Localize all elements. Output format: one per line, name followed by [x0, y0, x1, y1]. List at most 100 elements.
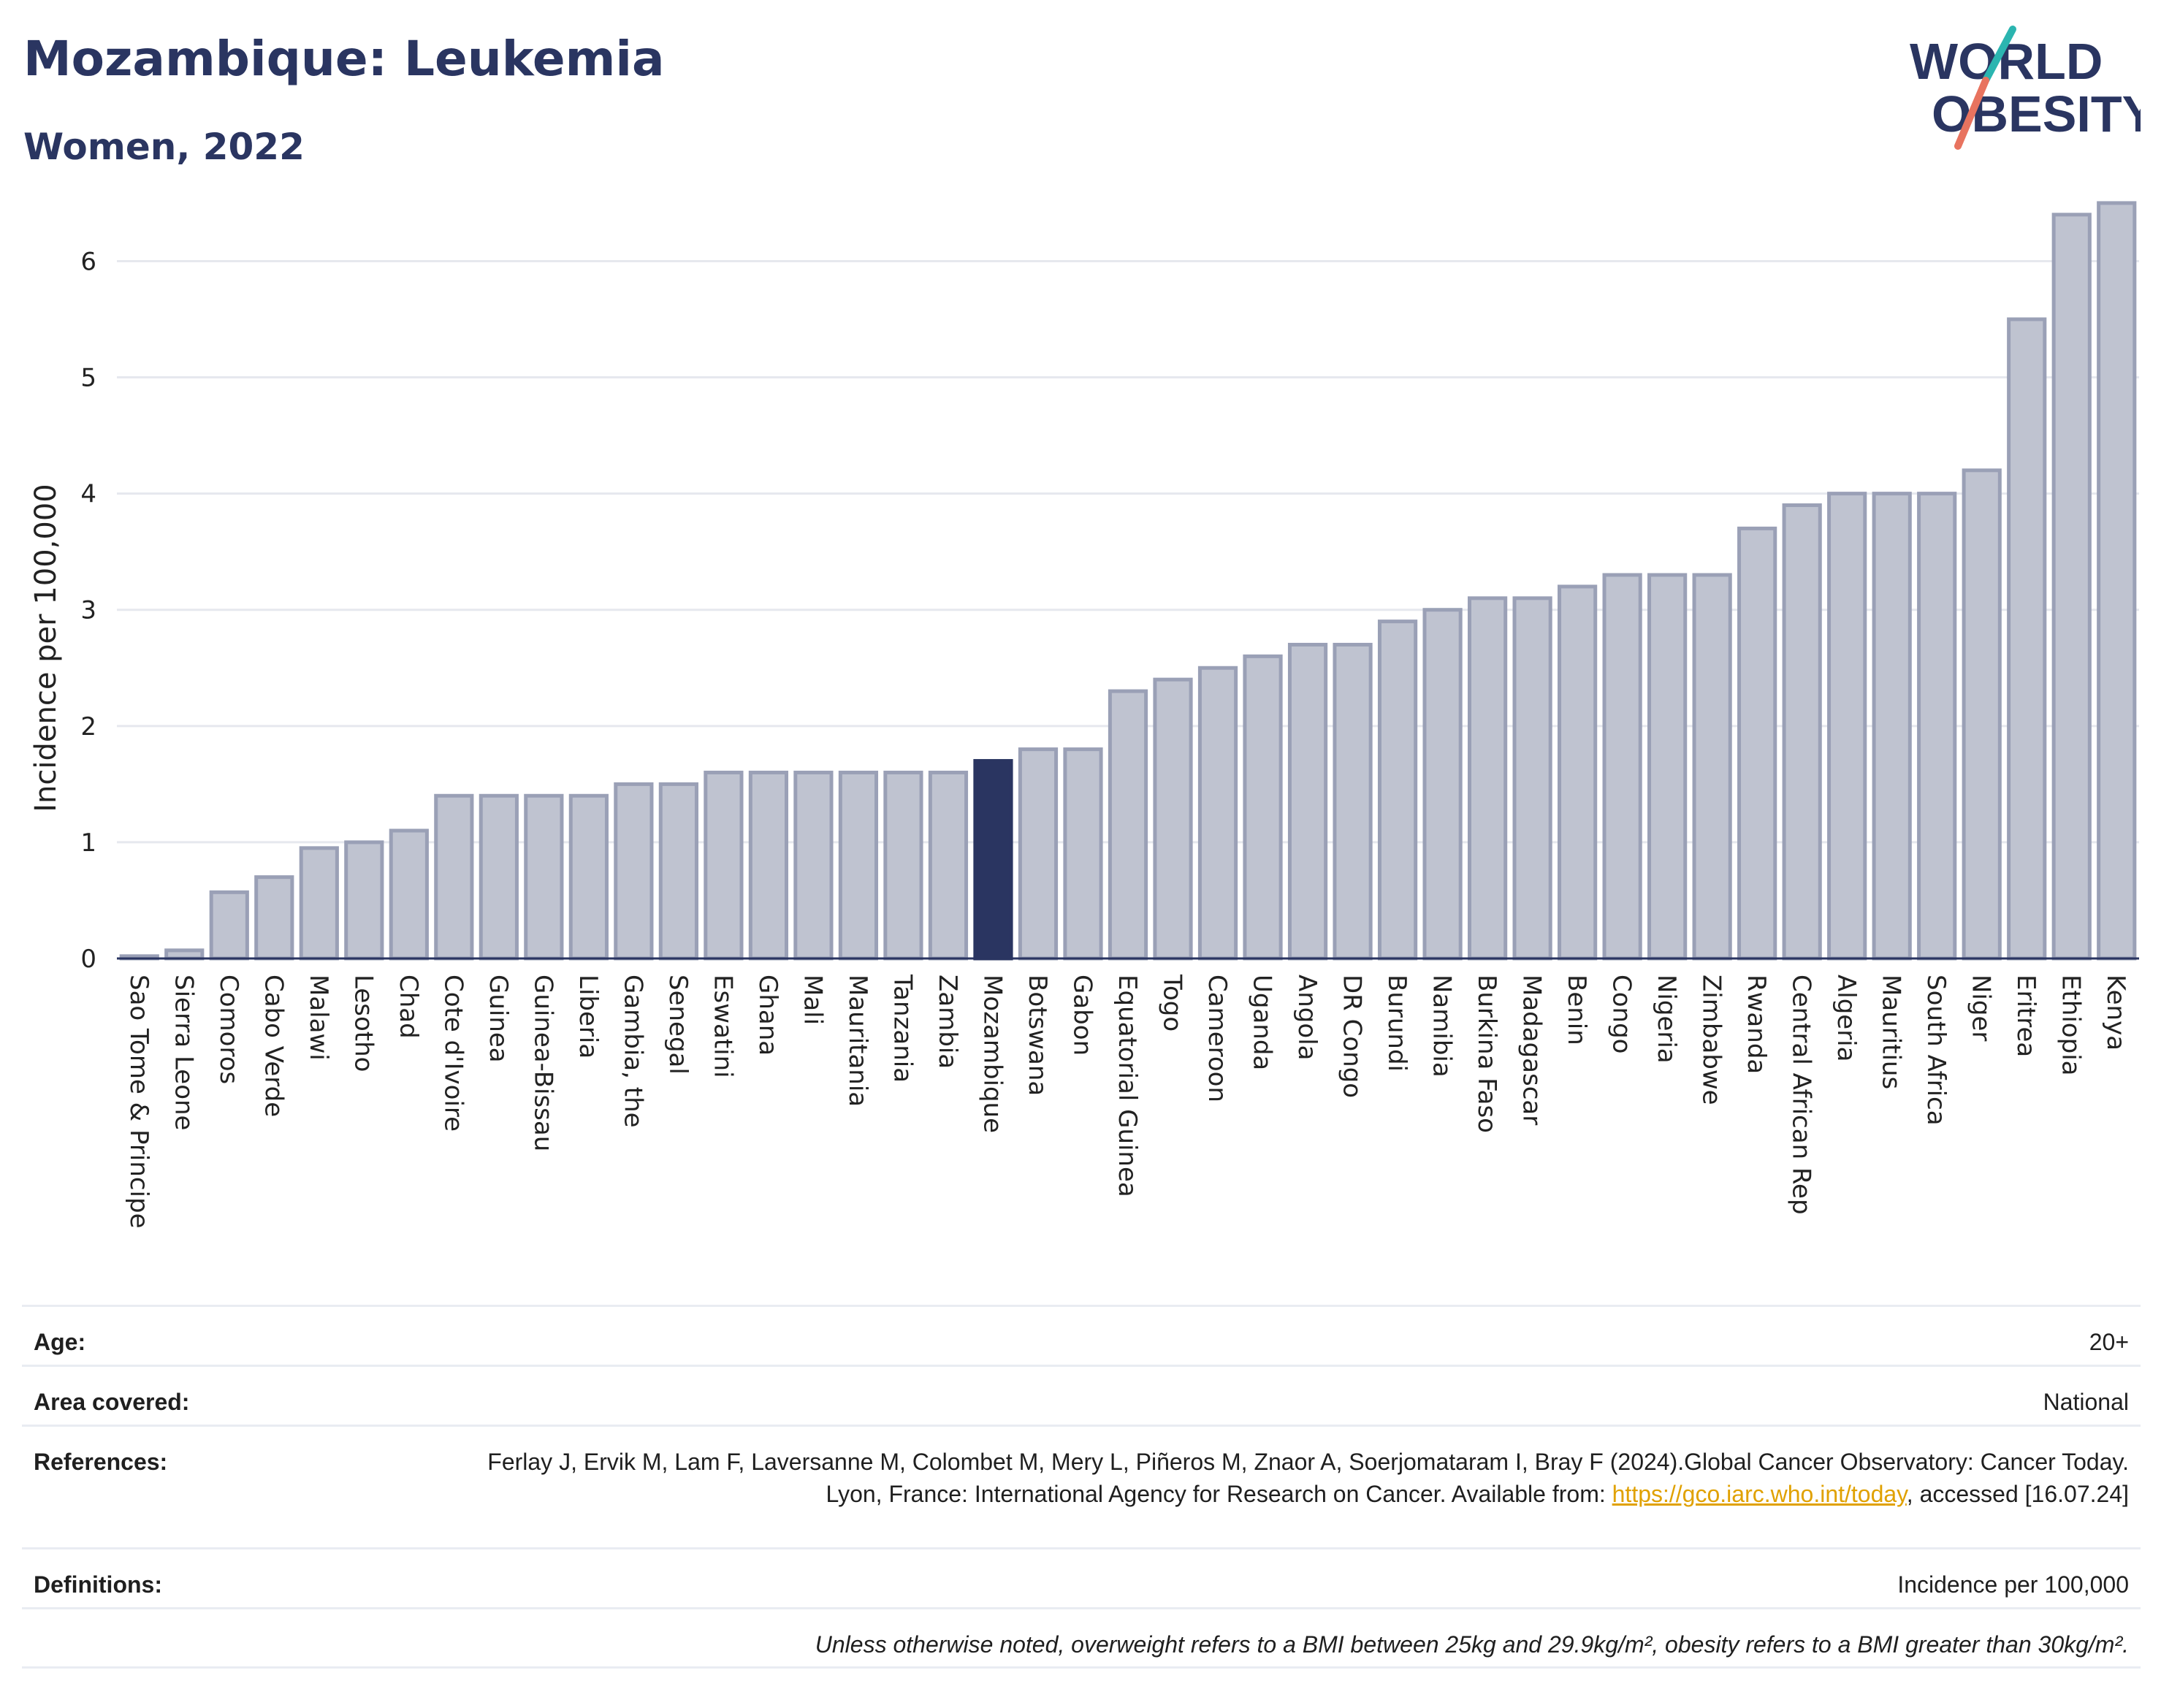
logo-slash-teal	[1982, 26, 2016, 84]
references-text-1: Ferlay J, Ervik M, Lam F, Laversanne M, …	[487, 1449, 2129, 1507]
bar-zambia	[928, 770, 969, 961]
bar-congo	[1602, 573, 1642, 961]
x-tick-label: Kenya	[2101, 975, 2130, 1051]
x-tick-label: Cote d'Ivoire	[438, 975, 468, 1132]
y-tick-label: 5	[80, 364, 96, 393]
bar-equatorial-guinea	[1108, 689, 1148, 961]
bar-uganda	[1243, 654, 1283, 961]
references-link[interactable]: https://gco.iarc.who.int/today	[1612, 1481, 1907, 1507]
x-tick-label: Equatorial Guinea	[1113, 975, 1142, 1197]
references-label: References:	[34, 1449, 168, 1475]
x-tick-label: Zambia	[933, 975, 962, 1069]
references-value: Ferlay J, Ervik M, Lam F, Laversanne M, …	[463, 1446, 2129, 1510]
bar-eswatini	[704, 770, 744, 961]
logo-slash-coral	[1954, 77, 1989, 150]
bar-benin	[1558, 584, 1598, 961]
x-tick-label: Liberia	[573, 975, 603, 1059]
bar-guinea	[479, 793, 519, 961]
bar-burundi	[1377, 619, 1418, 961]
x-tick-label: Chad	[394, 975, 423, 1039]
x-tick-label: Benin	[1562, 975, 1591, 1045]
x-tick-label: Comoros	[214, 975, 243, 1084]
bar-madagascar	[1512, 596, 1552, 961]
labels: 0 1 2 3 4 5 6 Incidence per 100,000 Sao Tome & P…	[29, 247, 2130, 1228]
definition-note: Unless otherwise noted, overweight refer…	[815, 1631, 2129, 1658]
bar-rwanda	[1737, 526, 1777, 961]
page-subtitle: Women, 2022	[23, 126, 305, 168]
x-tick-label: Tanzania	[888, 974, 917, 1083]
y-tick-label: 6	[80, 247, 96, 276]
bar-zimbabwe	[1692, 573, 1732, 961]
x-tick-label: Guinea	[484, 975, 513, 1063]
bar-namibia	[1422, 608, 1463, 961]
y-tick-label: 4	[80, 480, 96, 509]
bar-guinea-bissau	[524, 793, 564, 961]
bar-malawi	[299, 846, 339, 961]
bar-lesotho	[344, 840, 384, 961]
x-tick-label: Cameroon	[1203, 975, 1232, 1102]
area-label: Area covered:	[34, 1389, 190, 1415]
y-tick-label: 0	[80, 945, 96, 974]
x-tick-label: Mozambique	[977, 975, 1007, 1133]
bar-comoros	[209, 890, 249, 961]
meta-row-area: Area covered: National	[22, 1365, 2141, 1425]
x-tick-label: Central African Rep	[1787, 975, 1816, 1215]
x-tick-label: Algeria	[1832, 975, 1861, 1061]
meta-row-age: Age: 20+	[22, 1305, 2141, 1365]
bar-sierra-leone	[164, 948, 205, 961]
bar-central-african-rep	[1782, 503, 1822, 961]
x-tick-label: Sierra Leone	[169, 975, 198, 1130]
bar-gambia-the	[614, 782, 654, 961]
bar-south-africa	[1917, 492, 1957, 961]
bar-chart: 0 1 2 3 4 5 6 Incidence per 100,000 Sao Tome & P…	[29, 201, 2139, 1229]
x-tick-label: Mauritius	[1877, 975, 1906, 1089]
bar-ethiopia	[2051, 213, 2092, 961]
x-tick-label: Eswatini	[708, 975, 737, 1078]
x-tick-label: Madagascar	[1517, 975, 1547, 1125]
x-tick-label: Congo	[1607, 975, 1636, 1053]
x-tick-label: South Africa	[1921, 975, 1951, 1126]
x-tick-label: DR Congo	[1338, 975, 1367, 1098]
metadata-table: Age: 20+ Area covered: National Referenc…	[22, 1305, 2141, 1669]
bar-niger	[1962, 468, 2002, 961]
x-tick-label: Angola	[1292, 975, 1322, 1060]
bar-algeria	[1827, 492, 1867, 961]
references-text-2: , accessed [16.07.24]	[1906, 1481, 2129, 1507]
meta-row-references: References: Ferlay J, Ervik M, Lam F, La…	[22, 1425, 2141, 1547]
x-tick-label: Gambia, the	[618, 975, 647, 1128]
definitions-value: Incidence per 100,000	[1897, 1571, 2129, 1598]
definitions-label: Definitions:	[34, 1571, 162, 1598]
x-tick-label: Lesotho	[348, 975, 378, 1072]
bar-tanzania	[883, 770, 923, 961]
y-tick-label: 3	[80, 596, 96, 625]
bar-dr-congo	[1333, 642, 1373, 961]
page-title: Mozambique: Leukemia	[23, 31, 665, 87]
bar-botswana	[1018, 747, 1059, 961]
bar-cabo-verde	[254, 875, 294, 961]
age-value: 20+	[2089, 1329, 2129, 1355]
bar-cote-d-ivoire	[434, 793, 474, 961]
x-tick-label: Namibia	[1428, 975, 1457, 1078]
bar-nigeria	[1647, 573, 1688, 961]
bar-togo	[1153, 677, 1193, 961]
bar-liberia	[568, 793, 609, 961]
x-tick-label: Burundi	[1382, 975, 1411, 1072]
bar-senegal	[658, 782, 698, 961]
bar-angola	[1287, 642, 1328, 961]
x-tick-label: Guinea-Bissau	[528, 975, 557, 1151]
x-tick-label: Rwanda	[1742, 975, 1771, 1074]
x-tick-label: Cabo Verde	[259, 975, 288, 1117]
x-tick-label: Togo	[1158, 974, 1187, 1032]
y-tick-label: 1	[80, 828, 96, 858]
bar-chad	[389, 828, 429, 961]
x-tick-label: Uganda	[1248, 975, 1277, 1070]
bar-mauritania	[838, 770, 879, 961]
meta-row-note: Unless otherwise noted, overweight refer…	[22, 1607, 2141, 1669]
x-tick-label: Ghana	[753, 975, 782, 1056]
x-tick-label: Malawi	[304, 975, 333, 1061]
age-label: Age:	[34, 1329, 86, 1355]
y-tick-label: 2	[80, 712, 96, 741]
x-tick-label: Niger	[1967, 975, 1996, 1041]
area-value: National	[2043, 1389, 2129, 1415]
bar-mauritius	[1872, 492, 1912, 961]
